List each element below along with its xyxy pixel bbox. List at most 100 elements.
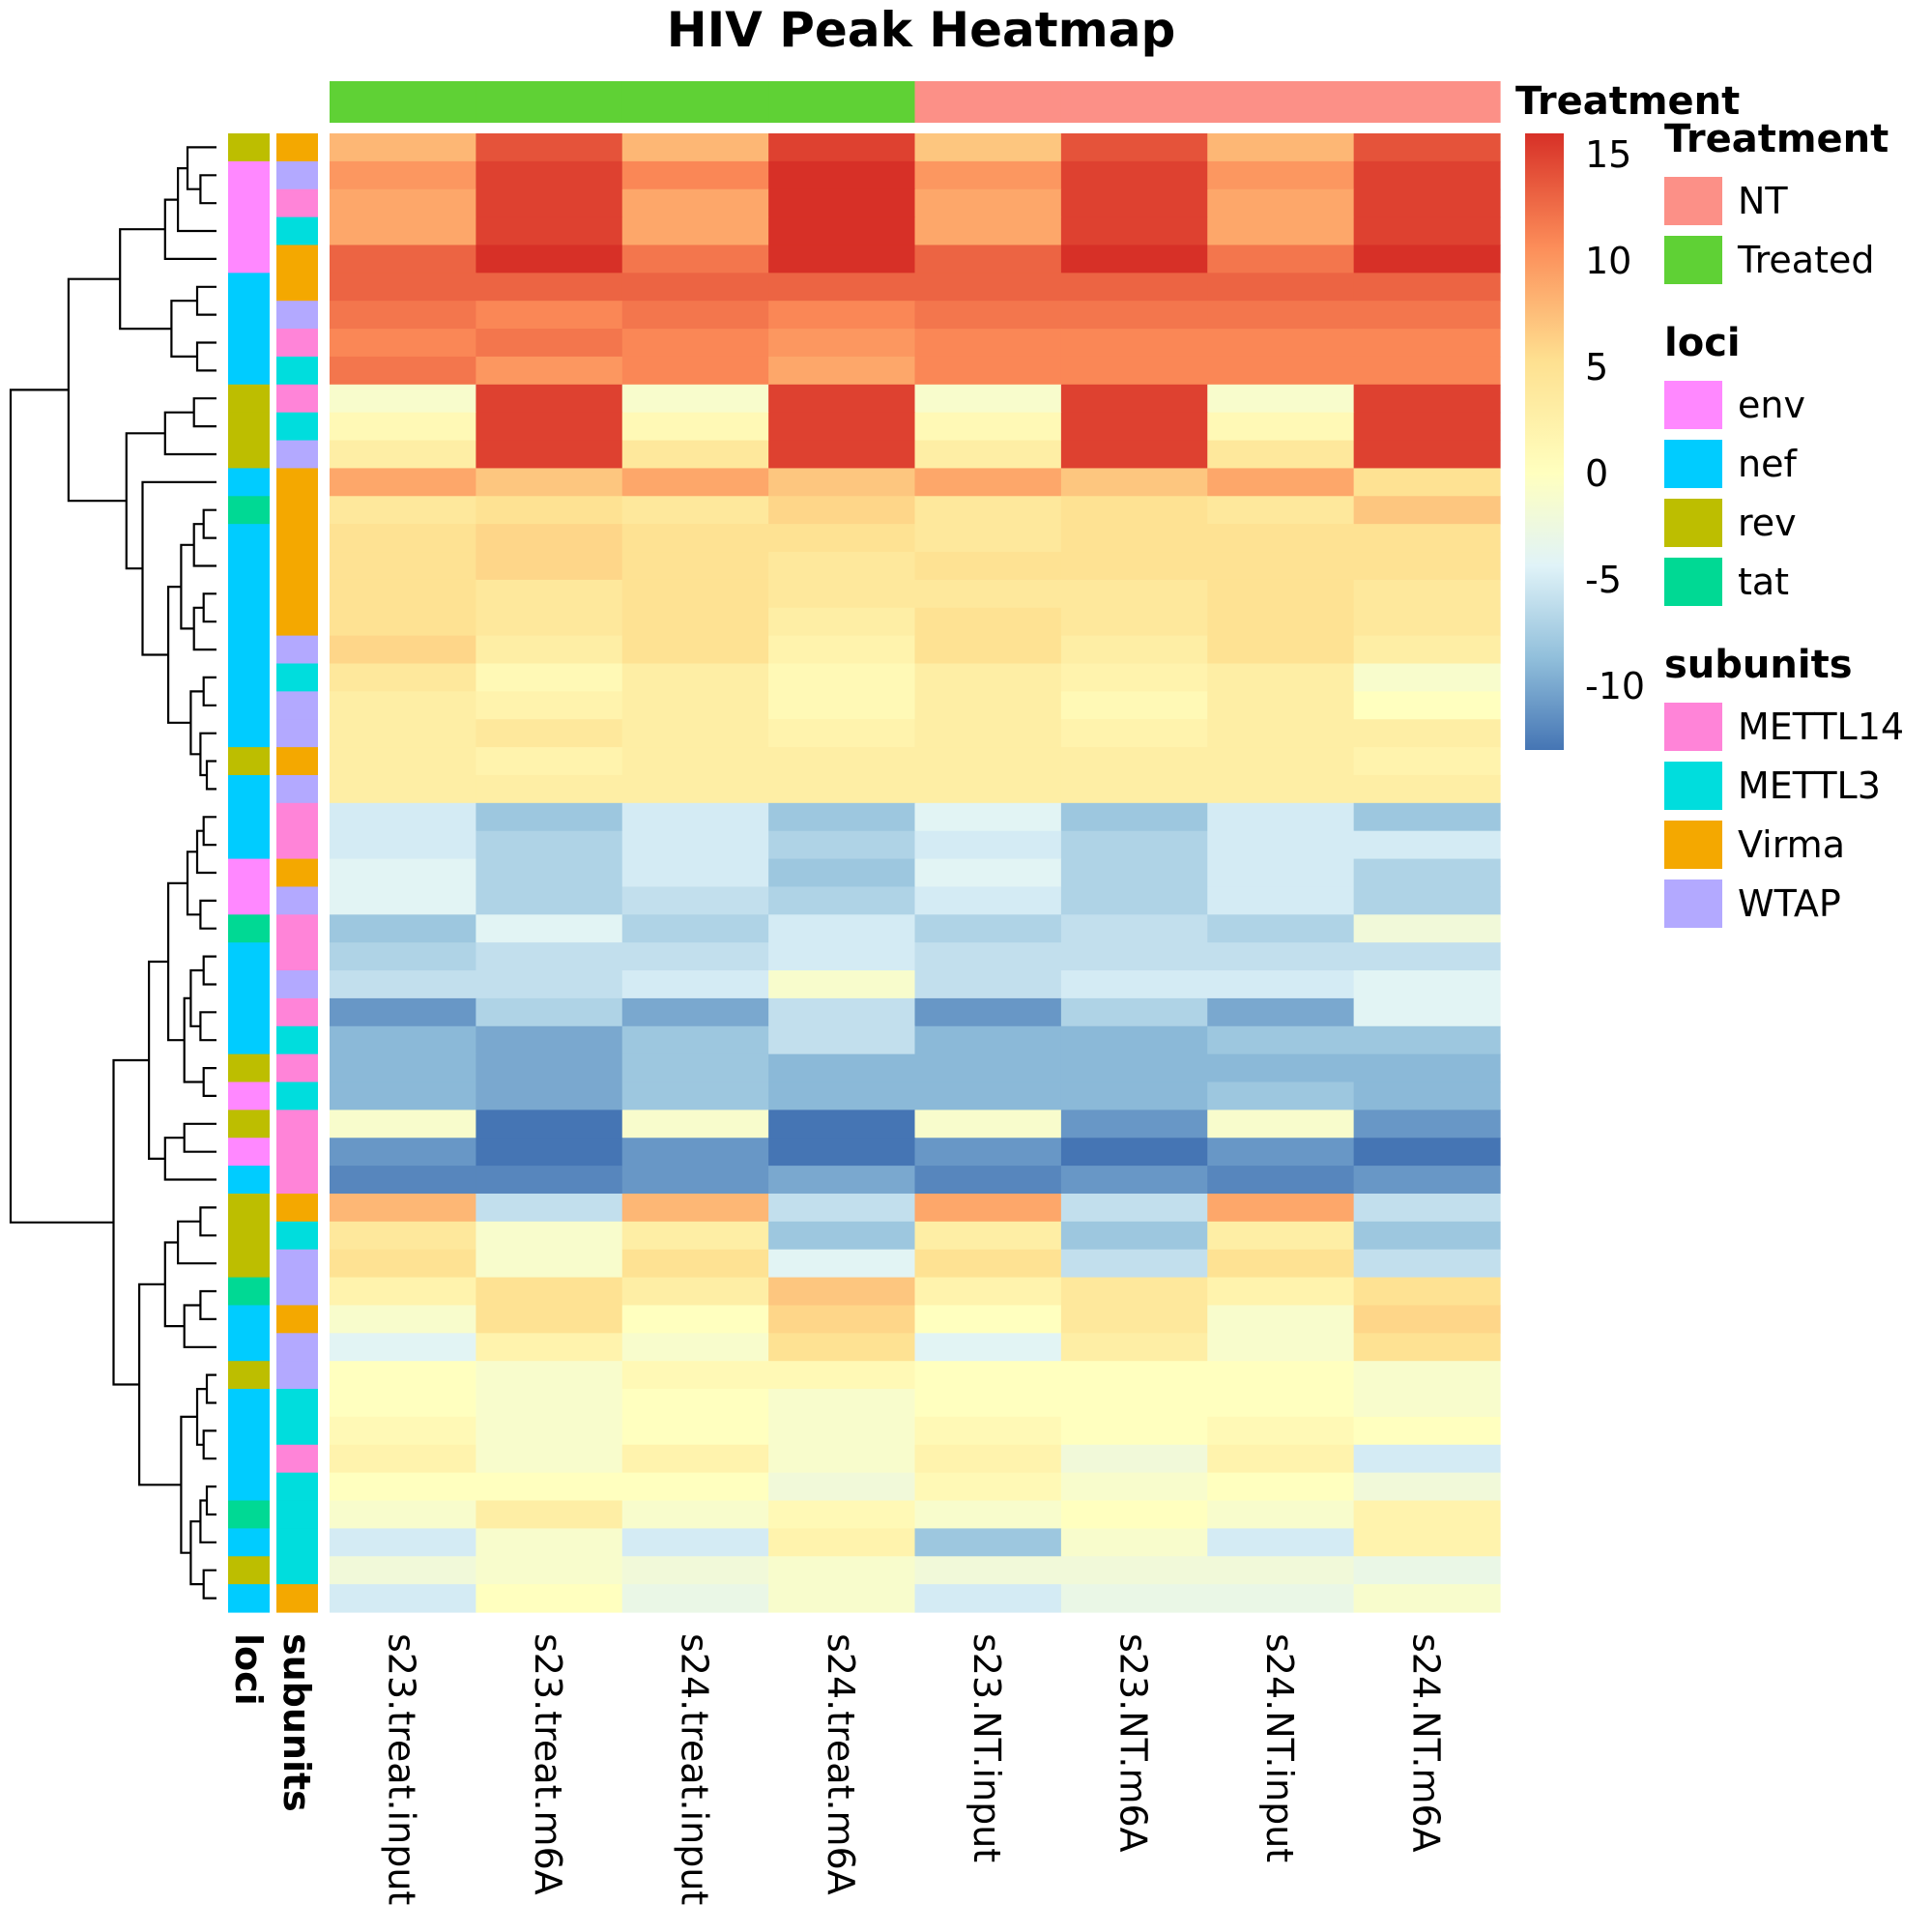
heatmap-cell	[330, 440, 476, 470]
heatmap-cell	[330, 635, 476, 665]
dendrogram-branch	[163, 1241, 185, 1328]
subunits-cell	[276, 1416, 318, 1446]
heatmap-cell	[1353, 1277, 1501, 1307]
loci-cell	[228, 914, 270, 943]
heatmap-cell	[476, 886, 623, 915]
heatmap-cell	[476, 1277, 623, 1307]
heatmap-cell	[476, 524, 623, 553]
heatmap-cell	[1353, 1584, 1501, 1613]
heatmap-cell	[768, 886, 916, 915]
heatmap-cell	[330, 273, 476, 302]
heatmap-cell	[768, 663, 916, 692]
heatmap-cell	[768, 747, 916, 776]
heatmap-cell	[1207, 496, 1355, 525]
loci-cell	[228, 747, 270, 776]
heatmap-cell	[914, 273, 1062, 302]
heatmap-cell	[621, 691, 769, 720]
loci-cell	[228, 216, 270, 246]
heatmap-cell	[330, 802, 476, 832]
colorbar-tick-label: 5	[1585, 346, 1608, 389]
heatmap-cell	[621, 273, 769, 302]
treatment-cell	[476, 81, 623, 123]
subunits-cell	[276, 1221, 318, 1251]
heatmap-cell	[1060, 1081, 1208, 1110]
heatmap-cell	[914, 997, 1062, 1027]
heatmap-cell	[768, 412, 916, 442]
heatmap-cell	[1207, 1249, 1355, 1279]
heatmap-cell	[621, 579, 769, 609]
heatmap-cell	[621, 1416, 769, 1446]
heatmap-cell	[476, 216, 623, 246]
heatmap-cell	[1353, 1249, 1501, 1279]
dendrogram-branch	[199, 1206, 216, 1237]
heatmap-cell	[1207, 1277, 1355, 1307]
heatmap-cell	[914, 1138, 1062, 1167]
heatmap-cell	[768, 1500, 916, 1529]
heatmap-cell	[1207, 412, 1355, 442]
heatmap-cell	[1207, 356, 1355, 386]
loci-cell	[228, 691, 270, 720]
dendrogram-branch	[195, 285, 216, 316]
heatmap-cell	[330, 1249, 476, 1279]
legend-swatch	[1664, 499, 1722, 547]
heatmap-cell	[1060, 329, 1208, 358]
heatmap-cell	[1060, 1333, 1208, 1362]
subunits-cell	[276, 188, 318, 218]
dendrogram-branch	[202, 592, 216, 623]
heatmap-cell	[621, 216, 769, 246]
loci-cell	[228, 160, 270, 190]
heatmap-cell	[621, 1333, 769, 1362]
column-labels: s23.treat.input s23.treat.m6A s24.treat.in…	[381, 1633, 1448, 1905]
legend-label: rev	[1738, 502, 1797, 544]
legend-label: Treated	[1737, 239, 1874, 281]
loci-cell	[228, 301, 270, 330]
subunits-cell	[276, 301, 318, 330]
heatmap-cell	[914, 858, 1062, 888]
heatmap-cell	[914, 663, 1062, 692]
heatmap-cell	[330, 1221, 476, 1251]
heatmap-cell	[621, 970, 769, 999]
heatmap-cell	[330, 663, 476, 692]
heatmap-cell	[1060, 1025, 1208, 1055]
loci-cell	[228, 635, 270, 665]
heatmap-cell	[1353, 719, 1501, 748]
heatmap-cell	[1353, 607, 1501, 637]
dendrogram-branch	[67, 277, 127, 503]
heatmap-cell	[476, 356, 623, 386]
legend-title: loci	[1664, 321, 1741, 365]
heatmap-cell	[1060, 1053, 1208, 1083]
dendrogram-branch	[189, 968, 204, 1027]
heatmap-cell	[1207, 160, 1355, 190]
legend-swatch	[1664, 381, 1722, 429]
legend-swatch	[1664, 440, 1722, 488]
heatmap-cell	[476, 1166, 623, 1195]
heatmap-cell	[476, 1053, 623, 1083]
loci-cell	[228, 942, 270, 971]
dendrogram-branch	[167, 586, 191, 724]
heatmap-cell	[476, 635, 623, 665]
heatmap-cell	[330, 970, 476, 999]
column-label: s23.treat.m6A	[527, 1633, 569, 1895]
heatmap-cell	[1353, 914, 1501, 943]
heatmap-cell	[1060, 1416, 1208, 1446]
heatmap-cell	[621, 356, 769, 386]
heatmap-cell	[621, 774, 769, 804]
heatmap-cell	[914, 524, 1062, 553]
loci-cell	[228, 1166, 270, 1195]
dendrogram-branch	[119, 228, 172, 331]
heatmap-cell	[914, 1025, 1062, 1055]
heatmap-cell	[1353, 802, 1501, 832]
heatmap-cell	[476, 719, 623, 748]
subunits-cell	[276, 1110, 318, 1139]
heatmap-cell	[621, 1472, 769, 1502]
heatmap-cell	[1060, 496, 1208, 525]
heatmap-cell	[768, 273, 916, 302]
heatmap-cell	[768, 719, 916, 748]
dendrogram-branch	[202, 508, 216, 539]
heatmap-cell	[768, 1221, 916, 1251]
dendrogram-branch	[192, 397, 216, 428]
heatmap-cell	[768, 329, 916, 358]
heatmap-cell	[330, 356, 476, 386]
heatmap-cell	[476, 496, 623, 525]
legend-label: env	[1738, 384, 1805, 426]
